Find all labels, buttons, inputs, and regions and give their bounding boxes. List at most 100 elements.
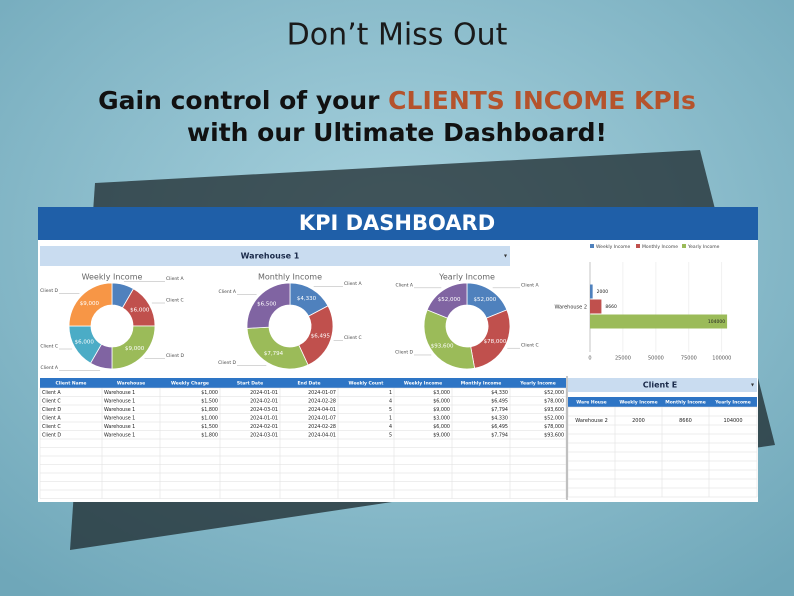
table-cell: $1,500 (201, 398, 218, 404)
column-header: Weekly Count (349, 381, 385, 387)
table-cell: Client C (42, 398, 61, 404)
table-cell: $1,800 (201, 432, 218, 438)
table-cell: 2024-01-01 (250, 390, 278, 396)
table-cell: Warehouse 1 (104, 424, 135, 430)
table-cell: $6,495 (491, 424, 508, 430)
table-cell: 2024-01-07 (308, 415, 336, 421)
table-cell: $7,794 (491, 407, 508, 413)
table-cell: Warehouse 1 (104, 390, 135, 396)
donut-slice (426, 282, 468, 319)
table-cell: 1 (389, 390, 392, 396)
bar-value: 2000 (597, 289, 609, 295)
column-header: Start Date (237, 381, 263, 387)
slice-category: Client A (40, 365, 58, 371)
table-cell: $6,000 (433, 424, 450, 430)
table-header (40, 378, 566, 388)
table-cell: 2024-01-01 (250, 415, 278, 421)
slice-label: $6,000 (130, 308, 150, 314)
legend-label: Yearly Income (687, 244, 720, 250)
table-cell: 2024-02-01 (250, 398, 278, 404)
table-cell: 4 (389, 424, 392, 430)
table-cell: $52,000 (544, 390, 564, 396)
dropdown-arrow: ▾ (504, 253, 507, 260)
table-cell: 2024-04-01 (308, 407, 336, 413)
slice-label: $6,000 (75, 340, 95, 346)
donut-slice (68, 282, 113, 327)
filter-value: Warehouse 1 (241, 252, 300, 261)
table-cell: $3,000 (433, 390, 450, 396)
table-cell: 2000 (632, 418, 645, 424)
slice-category: Client C (40, 344, 58, 350)
summary-header (568, 397, 757, 407)
column-header: Ware House (576, 400, 606, 406)
summary-dropdown[interactable] (568, 378, 757, 392)
summary-filter: Client E (643, 381, 678, 390)
headline-highlight: CLIENTS INCOME KPIs (388, 86, 696, 115)
table-cell: 5 (389, 432, 392, 438)
column-header: End Date (297, 381, 320, 387)
headline: Gain control of your CLIENTS INCOME KPIs (98, 86, 696, 115)
x-tick-label: 0 (588, 356, 591, 362)
column-header: Yearly Income (714, 400, 751, 406)
y-tick-label: Warehouse 2 (554, 305, 587, 311)
bar (590, 284, 593, 299)
slice-label: $9,000 (80, 301, 100, 307)
table-cell: $3,000 (433, 415, 450, 421)
slice-label: $9,000 (125, 346, 145, 352)
table-cell: Warehouse 1 (104, 432, 135, 438)
table-cell: $4,330 (491, 415, 508, 421)
table-cell: 4 (389, 398, 392, 404)
slice-category: Client A (166, 276, 184, 282)
slice-label: $7,794 (264, 351, 284, 357)
slice-label: $6,500 (257, 302, 277, 308)
slice-category: Client A (521, 282, 539, 288)
slice-category: Client D (166, 353, 184, 359)
bar-value: 8660 (605, 304, 617, 310)
slice-label: $4,330 (297, 296, 317, 302)
column-header: Weekly Income (619, 400, 657, 406)
table-cell: 2024-02-28 (308, 398, 336, 404)
filter-dropdown[interactable] (40, 246, 510, 266)
x-tick-label: 75000 (681, 356, 697, 362)
donut-slice (423, 309, 476, 370)
legend-swatch (682, 244, 686, 248)
chart-title: Weekly Income (82, 273, 143, 282)
slice-label: $6,495 (311, 334, 331, 340)
table-cell: Client D (42, 407, 61, 413)
column-header: Weekly Income (404, 381, 442, 387)
table-cell: 2024-03-01 (250, 432, 278, 438)
table-cell: 104000 (723, 418, 742, 424)
dashboard-title: KPI DASHBOARD (299, 211, 495, 235)
column-header: Weekly Charge (171, 381, 209, 387)
table-cell: 2024-02-28 (308, 424, 336, 430)
slice-label: $52,000 (474, 297, 497, 303)
table-cell: $7,794 (491, 432, 508, 438)
table-cell: $1,800 (201, 407, 218, 413)
table-cell: 2024-03-01 (250, 407, 278, 413)
donut-slice (246, 326, 309, 370)
slice-label: $52,000 (438, 297, 461, 303)
table-cell: $52,000 (544, 415, 564, 421)
slice-category: Client A (395, 282, 413, 288)
table-cell: $1,500 (201, 424, 218, 430)
slice-category: Client A (218, 289, 236, 295)
chart-title: Yearly Income (438, 273, 495, 282)
table-cell: $93,600 (544, 407, 564, 413)
slice-label: $78,000 (484, 339, 507, 345)
slice-label: $93,600 (431, 344, 454, 350)
table-cell: $6,000 (433, 398, 450, 404)
table-cell: Warehouse 1 (104, 407, 135, 413)
column-header: Warehouse (117, 381, 145, 387)
table-cell: $1,000 (201, 390, 218, 396)
table-cell: 1 (389, 415, 392, 421)
table-cell: 2024-04-01 (308, 432, 336, 438)
table-cell: $93,600 (544, 432, 564, 438)
headline-text: Gain control of your (98, 86, 380, 115)
table-cell: Client A (42, 390, 61, 396)
slice-category: Client D (218, 360, 236, 366)
slice-category: Client C (521, 343, 539, 349)
table-cell: Client A (42, 415, 61, 421)
bar-value: 104000 (708, 319, 725, 325)
table-cell: Client C (42, 424, 61, 430)
